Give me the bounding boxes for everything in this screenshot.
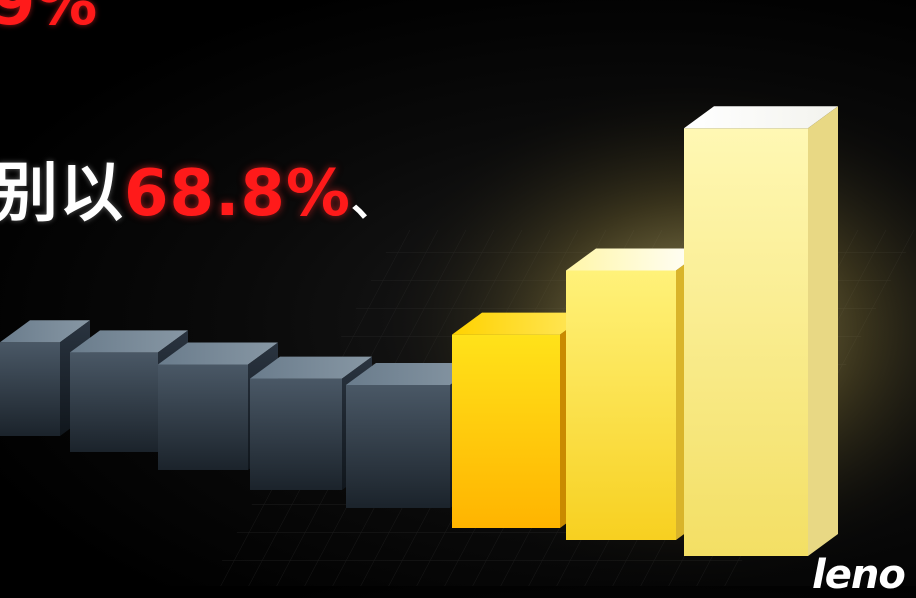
bar-graphic <box>0 70 916 586</box>
bars-group <box>0 106 838 556</box>
headline-value: 68.8% <box>124 157 352 231</box>
bar-front <box>684 128 808 556</box>
bar-top <box>566 248 706 271</box>
headline-suffix: 、 <box>351 175 397 226</box>
bar-top <box>70 330 188 353</box>
bar-front <box>452 334 560 528</box>
bar-front <box>346 384 450 508</box>
headline-fragment: 9% <box>0 0 98 39</box>
bar-front <box>70 352 158 452</box>
headline-main: 别以68.8%、 <box>0 142 396 234</box>
bar-front <box>158 364 248 470</box>
bar-top <box>250 356 372 379</box>
bar-top <box>452 312 590 335</box>
bar-1 <box>0 320 90 436</box>
bar-front <box>250 378 342 490</box>
bar-front <box>566 270 676 540</box>
bar-8 <box>684 106 838 556</box>
lenovo-logo: leno <box>812 552 906 598</box>
bar-top <box>684 106 838 129</box>
headline-prefix: 别以 <box>0 157 124 231</box>
bar-top <box>158 342 278 365</box>
bar-front <box>0 342 60 436</box>
bar-side <box>808 106 838 556</box>
bar-top <box>346 362 480 385</box>
